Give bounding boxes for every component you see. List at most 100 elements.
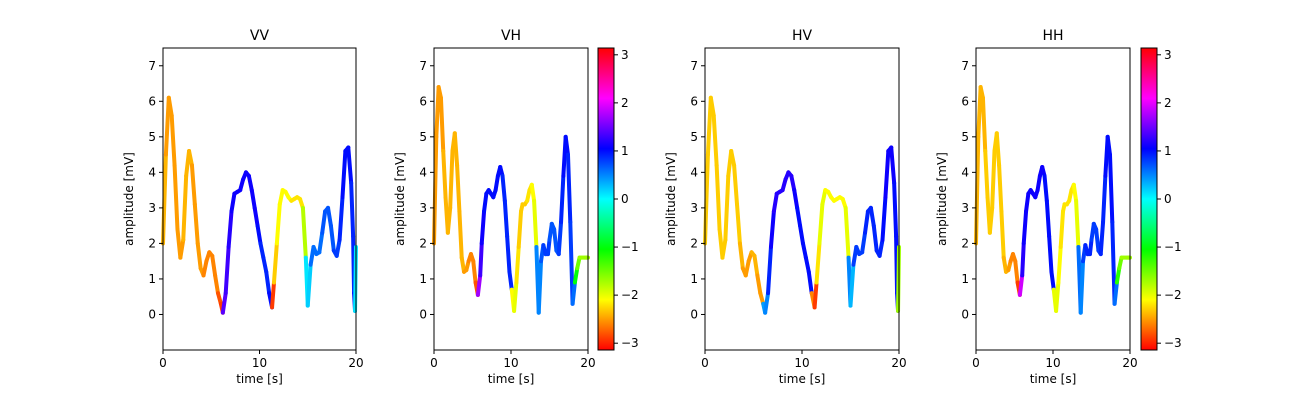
line-segment [1071,182,1079,203]
axes-frame [162,47,357,351]
line-segment [752,253,760,278]
line-segment [798,223,805,246]
y-tick-label: 2 [961,236,969,250]
y-tick-label: 6 [690,94,698,108]
y-tick-label: 3 [419,201,427,215]
line-segment [1074,198,1081,249]
chart-title: VV [250,28,270,44]
chart-title: HV [792,28,813,44]
colorbar-tick-label: 1 [1164,144,1172,158]
y-tick-label: 4 [690,165,698,179]
y-tick-label: 1 [961,272,969,286]
line-segment [843,205,851,260]
line-segment [334,237,342,258]
line-segment [983,149,990,200]
line-segment [1035,173,1042,193]
line-segment [563,134,570,157]
line-segment [455,163,462,214]
line-segment [1013,259,1020,285]
line-segment [493,173,500,193]
line-segment [999,209,1006,260]
line-segment [1107,152,1115,225]
line-segment [438,95,446,154]
line-segment [848,262,856,308]
line-segment [192,202,200,246]
x-tick-label: 10 [503,356,518,370]
colorbar: −3 −2 −1 0 1 2 3 [597,47,639,351]
line-segment [1020,241,1026,278]
line-segment [261,255,269,274]
y-axis-label: amplitude [mV] [122,152,136,246]
line-segment [300,205,308,260]
line-segment [328,223,336,253]
x-axis-label: time [s] [236,372,283,386]
line-segment [889,145,897,186]
line-segment [529,182,537,203]
line-segment [502,198,510,239]
line-segment [514,244,521,285]
colorbar-tick-label: 0 [1164,192,1172,206]
line-segment [1001,255,1009,274]
line-segment [210,253,218,278]
line-segment [252,205,260,228]
line-segment [556,220,564,257]
line-segment [201,259,209,278]
line-segment [326,205,333,228]
colorbar-tick-label: 2 [621,96,629,110]
y-tick-label: 7 [690,59,698,73]
line-segment [714,163,722,232]
line-segment [871,223,879,253]
y-tick-label: 2 [419,236,427,250]
line-segment [305,262,313,308]
y-axis-label: amplitude [mV] [935,152,949,246]
line-segment [1044,198,1052,239]
colorbar-tick-label: 1 [621,144,629,158]
line-segment [516,209,524,249]
line-segment [987,205,995,235]
y-tick-label: 0 [961,307,969,321]
y-tick-label: 2 [148,236,156,250]
line-segment [545,237,552,257]
y-tick-label: 5 [148,130,156,144]
colorbar-tick-label: 3 [621,48,629,62]
line-segment [169,113,177,168]
line-segment [340,149,348,200]
line-segment [507,269,514,292]
line-segment [255,223,263,246]
line-segment [980,95,988,154]
line-segment [755,273,763,296]
line-segment [505,234,512,274]
line-segment [735,202,742,246]
line-segment [723,173,731,242]
y-tick-label: 7 [419,59,427,73]
x-tick-label: 0 [972,356,980,370]
y-tick-label: 1 [148,272,156,286]
line-segment [317,230,325,255]
line-segment [705,95,713,157]
colorbar-tick-label: −2 [1164,288,1182,302]
x-tick-label: 0 [159,356,167,370]
colorbar-tick-label: −3 [621,336,639,350]
line-segment [478,241,484,278]
y-tick-label: 1 [419,272,427,286]
line-segment [536,259,544,315]
x-tick-label: 0 [701,356,709,370]
line-segment [877,237,885,258]
colorbar-tick-label: −3 [1164,336,1182,350]
line-segment [994,131,1002,168]
line-segment [349,181,356,239]
line-segment [1078,259,1086,315]
line-segment [708,95,716,118]
line-segment [270,280,276,310]
x-tick-label: 20 [891,356,906,370]
line-segment [226,209,234,249]
y-tick-label: 0 [419,307,427,321]
line-segment [457,209,464,260]
line-segment [195,241,203,271]
line-segment [512,280,519,313]
line-segment [1017,273,1025,297]
line-segment [880,195,888,242]
line-segment [820,188,828,207]
